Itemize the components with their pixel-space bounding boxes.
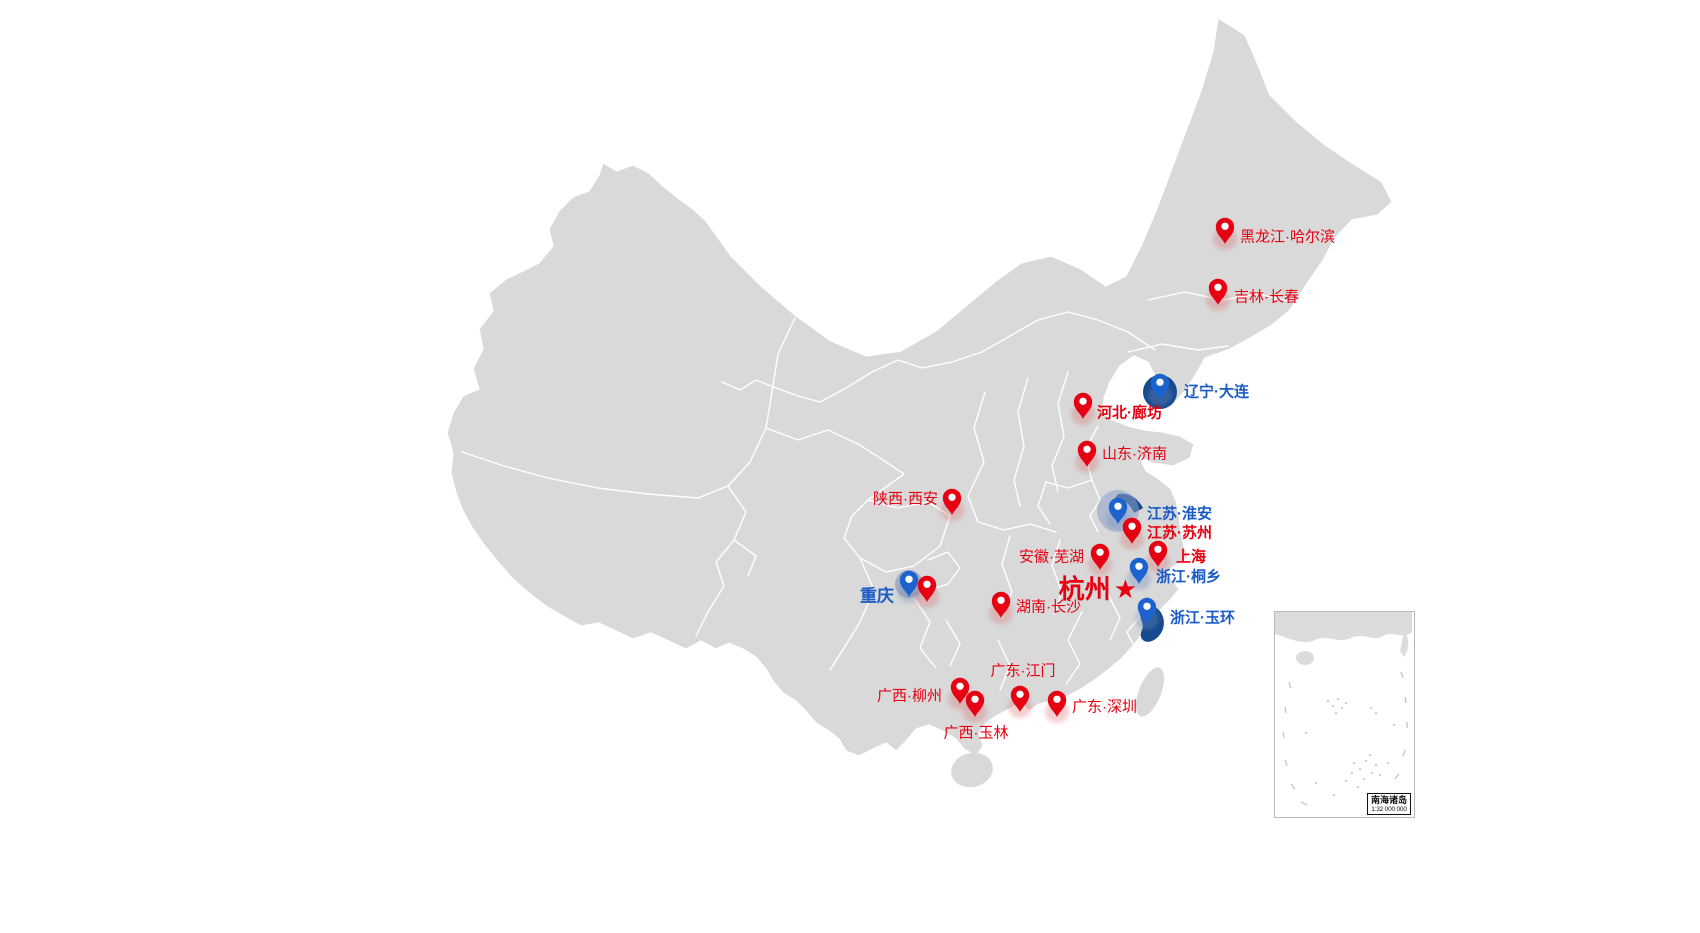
map-label-chongqing: 重庆: [860, 586, 894, 606]
inset-title: 南海诸岛: [1370, 795, 1407, 806]
inset-scale: 1:32 000 000: [1371, 806, 1407, 814]
map-label-zhejiang-tongxiang: 浙江·桐乡: [1156, 568, 1221, 586]
map-label-guangdong-jiangmen: 广东·江门: [990, 662, 1056, 680]
pin-icon: [1122, 517, 1142, 544]
inset-hainan: [1296, 651, 1314, 665]
map-pin-shandong-jinan[interactable]: [1075, 440, 1099, 473]
inset-map-graphic: [1275, 612, 1412, 806]
pin-icon: [1208, 278, 1228, 305]
map-pin-jiangsu-suzhou[interactable]: [1120, 517, 1144, 550]
map-label-jiangsu-suzhou: 江苏·苏州: [1147, 524, 1212, 542]
mainland-china-shape: [446, 17, 1393, 757]
map-label-hebei-langfang: 河北·廊坊: [1097, 404, 1162, 422]
map-label-guangdong-shenzhen: 广东·深圳: [1072, 698, 1137, 716]
map-pin-guangdong-shenzhen[interactable]: [1045, 690, 1069, 723]
map-pin-zhejiang-tongxiang[interactable]: [1127, 557, 1151, 590]
map-label-anhui-wuhu: 安徽·芜湖: [1019, 548, 1084, 566]
province-borders: [461, 291, 1293, 691]
map-pin-anhui-wuhu[interactable]: [1088, 543, 1112, 576]
star-icon: ★: [1113, 574, 1137, 604]
map-label-hunan-changsha: 湖南·长沙: [1016, 598, 1081, 616]
map-pin-chongqing-red-pin[interactable]: [915, 575, 939, 608]
pin-icon: [1010, 685, 1030, 712]
map-pin-zhejiang-yuhuan[interactable]: [1135, 597, 1159, 630]
pin-icon: [942, 488, 962, 515]
map-pin-guangxi-yulin[interactable]: [963, 690, 987, 723]
inset-coastline: [1275, 612, 1412, 643]
map-pin-chongqing[interactable]: [897, 570, 921, 603]
south-china-sea-inset: 南海诸岛 1:32 000 000: [1274, 611, 1415, 818]
inset-label-box: 南海诸岛 1:32 000 000: [1366, 793, 1411, 815]
pin-icon: [1129, 557, 1149, 584]
map-pin-hunan-changsha[interactable]: [989, 591, 1013, 624]
headquarters-label: 杭州: [1058, 574, 1111, 604]
pin-icon: [991, 591, 1011, 618]
pin-icon: [1077, 440, 1097, 467]
map-pin-jilin-changchun[interactable]: [1206, 278, 1230, 311]
map-pin-hebei-langfang[interactable]: [1071, 392, 1095, 425]
hainan-island: [951, 752, 993, 788]
map-pin-shanghai[interactable]: [1146, 540, 1170, 573]
map-label-guangxi-liuzhou: 广西·柳州: [877, 687, 942, 705]
pin-icon: [1148, 540, 1168, 567]
map-label-shanghai: 上海: [1176, 548, 1207, 566]
map-label-heilongjiang-haerbin: 黑龙江·哈尔滨: [1240, 228, 1335, 246]
pin-icon: [1073, 392, 1093, 419]
pin-icon: [965, 690, 985, 717]
headquarters-hangzhou[interactable]: 杭州 ★: [975, 576, 1137, 602]
inset-islands: [1305, 698, 1395, 796]
pin-icon: [1150, 373, 1170, 400]
map-pin-guangdong-jiangmen[interactable]: [1008, 685, 1032, 718]
map-pin-liaoning-dalian[interactable]: [1148, 373, 1172, 406]
taiwan-island: [1135, 667, 1165, 717]
map-label-guangxi-yulin: 广西·玉林: [943, 724, 1009, 742]
map-label-jiangsu-huaian: 江苏·淮安: [1147, 505, 1212, 523]
map-pin-guangxi-liuzhou[interactable]: [948, 677, 972, 710]
pin-icon: [917, 575, 937, 602]
pin-icon: [1137, 597, 1157, 624]
pin-icon: [899, 570, 919, 597]
inset-taiwan: [1400, 632, 1409, 657]
map-pin-heilongjiang-haerbin[interactable]: [1213, 217, 1237, 250]
map-label-shandong-jinan: 山东·济南: [1102, 445, 1167, 463]
map-pin-shaanxi-xian[interactable]: [940, 488, 964, 521]
pin-icon: [1108, 497, 1128, 524]
map-label-shaanxi-xian: 陕西·西安: [873, 490, 938, 508]
map-label-jilin-changchun: 吉林·长春: [1234, 288, 1299, 306]
pin-icon: [1090, 543, 1110, 570]
pin-icon: [1215, 217, 1235, 244]
pin-icon: [950, 677, 970, 704]
map-label-zhejiang-yuhuan: 浙江·玉环: [1170, 609, 1235, 627]
inset-dash-line: [1282, 671, 1408, 806]
map-label-liaoning-dalian: 辽宁·大连: [1184, 383, 1249, 401]
pin-icon: [1047, 690, 1067, 717]
